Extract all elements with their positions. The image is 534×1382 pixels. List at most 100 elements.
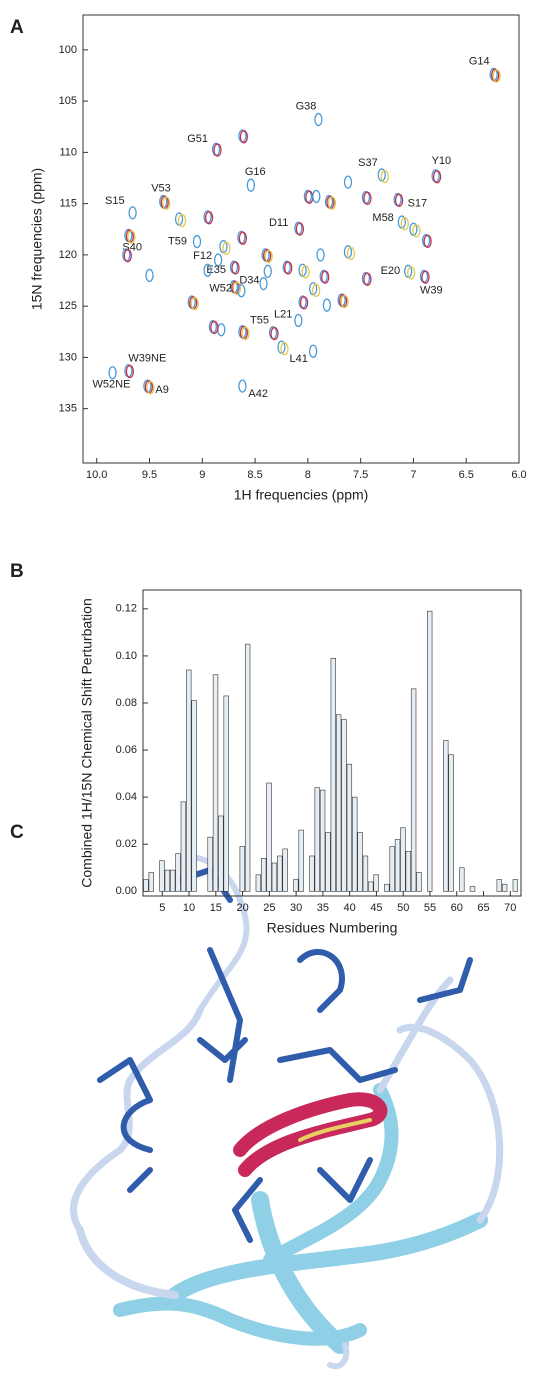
bar: [159, 860, 165, 892]
peak-label: W39: [420, 284, 443, 296]
bar: [496, 879, 502, 892]
peak-label: E35: [206, 264, 226, 276]
y-tick-label: 0.04: [116, 791, 137, 803]
y-tick-label: 120: [59, 249, 77, 261]
peak-label: S37: [358, 157, 378, 169]
bar: [148, 872, 154, 892]
peak-contour: [284, 261, 293, 275]
peak-contour: [210, 320, 219, 335]
peak-contour: [146, 381, 155, 395]
peak-contour: [231, 261, 240, 275]
peak-contour: [295, 222, 305, 236]
peak-contour: [327, 196, 337, 210]
peak-contour: [294, 313, 303, 328]
peak-contour: [204, 211, 214, 225]
x-tick-label: 60: [451, 902, 463, 914]
x-tick-label: 45: [370, 902, 382, 914]
peak-contour: [222, 241, 231, 255]
peak-label: T59: [168, 235, 187, 247]
x-axis-label: Residues Numbering: [267, 920, 398, 936]
peak-contour: [239, 130, 249, 144]
peak-contour: [241, 326, 250, 341]
bar: [357, 832, 363, 892]
peak-label: Y10: [432, 155, 452, 167]
peak-label: G38: [296, 100, 317, 112]
peak-contour: [192, 234, 202, 249]
peak-label: W52: [209, 283, 232, 295]
peak-contour: [270, 326, 279, 341]
peak-contour: [213, 253, 223, 267]
peak-contour: [203, 263, 212, 277]
bar: [394, 839, 401, 892]
peak-label: D34: [239, 275, 259, 287]
y-tick-label: 105: [59, 95, 77, 107]
y-tick-label: 0.12: [116, 603, 137, 615]
peak-contour: [321, 270, 330, 284]
peak-contour: [346, 246, 356, 261]
x-tick-label: 15: [210, 902, 222, 914]
x-tick-label: 8.5: [247, 469, 262, 481]
bar: [341, 719, 347, 892]
peak-contour: [232, 281, 242, 295]
peak-label: L41: [289, 353, 307, 365]
protein-structure: [70, 854, 504, 1370]
x-axis-label: 1H frequencies (ppm): [234, 487, 369, 503]
bar: [223, 695, 229, 892]
peak-label: T55: [250, 315, 269, 327]
bar: [298, 829, 304, 892]
bar: [175, 853, 181, 892]
bar: [170, 869, 176, 892]
peak-contour: [312, 189, 321, 204]
bar: [314, 787, 320, 892]
bar: [469, 886, 476, 892]
y-axis-label: Combined 1H/15N Chemical Shift Perturbat…: [79, 598, 95, 887]
bar: [293, 879, 299, 892]
peak-contour: [213, 143, 222, 157]
x-tick-label: 9.5: [142, 469, 157, 481]
y-tick-label: 0.06: [116, 744, 137, 756]
bar: [164, 869, 171, 892]
x-tick-label: 6.0: [511, 469, 526, 481]
x-tick-label: 7.5: [353, 469, 368, 481]
peak-contour: [314, 112, 323, 127]
y-tick-label: 0.08: [116, 697, 137, 709]
peak-contour: [162, 196, 171, 210]
peak-contour: [343, 175, 353, 189]
x-tick-label: 35: [317, 902, 329, 914]
peak-contour: [246, 178, 256, 192]
bar: [330, 657, 336, 892]
bar: [373, 874, 379, 892]
peak-label: A9: [155, 384, 168, 396]
bar: [335, 714, 342, 892]
peak-contour: [125, 364, 135, 379]
peak-contour: [177, 213, 187, 228]
bar: [405, 850, 411, 892]
peak-contour: [280, 342, 289, 356]
bar: [384, 883, 390, 892]
peak-contour: [263, 264, 272, 278]
bar: [191, 700, 197, 892]
bar: [400, 827, 406, 892]
peak-contour: [492, 69, 501, 83]
peak-contour: [316, 248, 325, 262]
bar: [261, 858, 267, 892]
bar: [319, 789, 326, 892]
bar: [239, 846, 245, 892]
x-tick-label: 70: [504, 902, 516, 914]
bar: [271, 862, 278, 892]
peak-label: D11: [269, 217, 288, 229]
bar: [501, 883, 508, 892]
y-tick-label: 115: [59, 198, 77, 210]
peak-contour: [238, 231, 248, 245]
peak-label: W52NE: [93, 379, 131, 391]
peak-contour: [412, 224, 421, 238]
peak-label: G16: [245, 166, 266, 178]
y-tick-label: 100: [59, 44, 77, 56]
bar: [443, 740, 449, 892]
bar: [255, 874, 262, 892]
bar: [277, 855, 283, 892]
bar: [309, 855, 315, 892]
x-tick-label: 55: [424, 902, 436, 914]
y-tick-label: 0.02: [116, 838, 137, 850]
